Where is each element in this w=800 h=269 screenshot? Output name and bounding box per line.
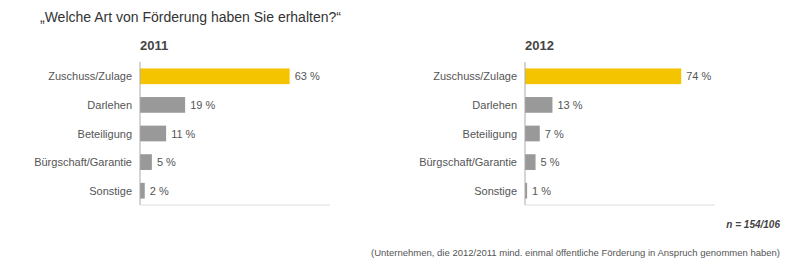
data-label: 1 %	[532, 185, 551, 197]
bar	[140, 126, 166, 142]
data-label: 13 %	[557, 99, 582, 111]
data-label: 7 %	[545, 128, 564, 140]
panel: 2012 Zuschuss/Zulage 74 % Darlehen 13 % Betei…	[419, 38, 715, 205]
bar	[525, 68, 681, 84]
bars	[140, 68, 290, 198]
y-axis-line	[525, 62, 526, 205]
category-label: Darlehen	[87, 99, 132, 111]
bar	[525, 154, 536, 170]
bars	[525, 68, 681, 198]
footnote-text: (Unternehmen, die 2012/2011 mind. einmal…	[371, 247, 780, 258]
data-label: 5 %	[157, 156, 176, 168]
data-label: 2 %	[150, 185, 169, 197]
category-label: Zuschuss/Zulage	[48, 70, 132, 82]
data-label: 11 %	[171, 128, 195, 140]
category-label: Sonstige	[474, 185, 517, 197]
category-label: Beteiligung	[78, 128, 132, 140]
bar	[525, 97, 552, 113]
data-label: 63 %	[295, 70, 320, 82]
category-label: Darlehen	[472, 99, 517, 111]
x-axis-line	[525, 205, 715, 206]
data-label: 74 %	[686, 70, 711, 82]
footnote-n: n = 154/106	[726, 219, 780, 230]
bar	[140, 97, 185, 113]
category-label: Beteiligung	[463, 128, 517, 140]
category-label: Zuschuss/Zulage	[433, 70, 517, 82]
bar	[140, 183, 145, 199]
bar	[140, 68, 290, 84]
data-label: 19 %	[190, 99, 215, 111]
y-axis-line	[140, 62, 141, 205]
bar	[140, 154, 152, 170]
panel: 2011 Zuschuss/Zulage 63 % Darlehen 19 % Betei…	[34, 38, 330, 205]
x-axis-line	[140, 205, 330, 206]
data-label: 5 %	[541, 156, 560, 168]
category-label: Bürgschaft/Garantie	[34, 156, 132, 168]
panel-title: 2012	[525, 38, 554, 53]
bar	[525, 126, 540, 142]
panel-title: 2011	[140, 38, 168, 53]
category-label: Sonstige	[89, 185, 132, 197]
category-label: Bürgschaft/Garantie	[419, 156, 517, 168]
chart-root: „Welche Art von Förderung haben Sie erha…	[0, 0, 800, 269]
figure-title: „Welche Art von Förderung haben Sie erha…	[40, 9, 341, 25]
